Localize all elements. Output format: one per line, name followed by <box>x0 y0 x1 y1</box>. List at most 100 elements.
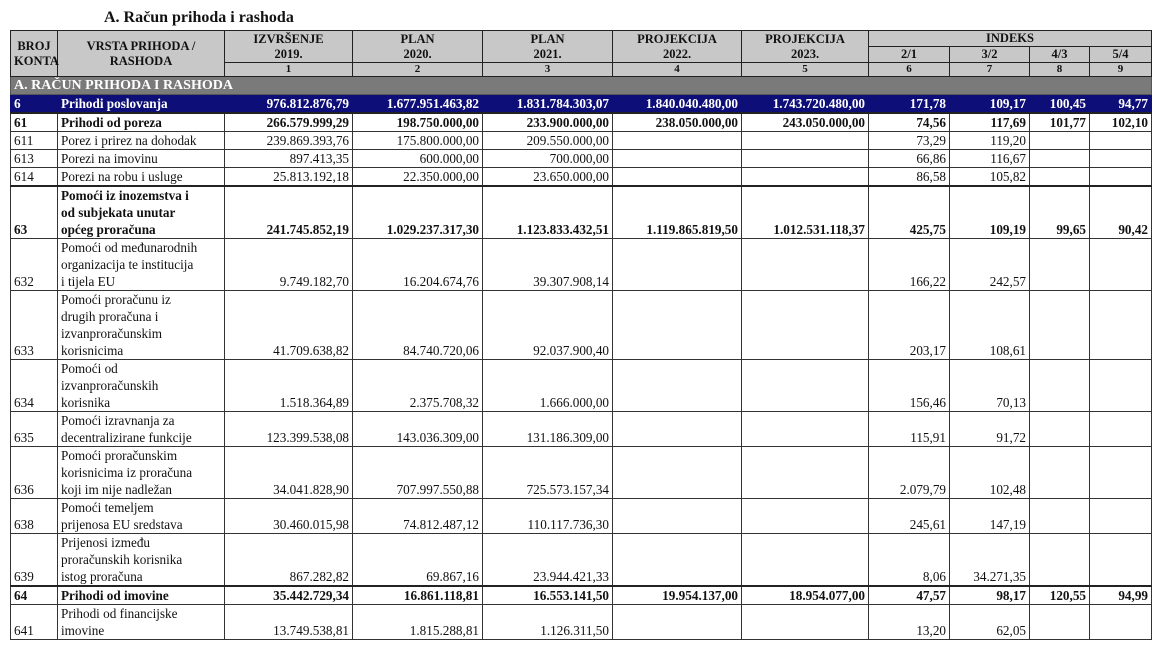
header-column-year: 2022. <box>662 46 692 61</box>
amount-cell <box>612 604 742 640</box>
index-cell: 102,48 <box>949 446 1030 499</box>
amount-cell: 92.037.900,40 <box>482 290 613 360</box>
index-cell: 62,05 <box>949 604 1030 640</box>
amount-cell <box>741 238 869 291</box>
account-number: 638 <box>10 498 58 534</box>
amount-cell: 18.954.077,00 <box>741 585 869 605</box>
index-cell <box>1089 411 1152 447</box>
index-cell <box>1029 167 1090 187</box>
header-column-number: 7 <box>949 62 1030 77</box>
index-cell <box>1089 131 1152 150</box>
index-cell: 120,55 <box>1029 585 1090 605</box>
account-number: 6 <box>10 94 58 114</box>
index-cell <box>1089 533 1152 587</box>
index-cell: 86,58 <box>868 167 950 187</box>
index-cell: 99,65 <box>1029 185 1090 239</box>
amount-cell <box>612 238 742 291</box>
header-column-label: PROJEKCIJA <box>637 31 717 46</box>
amount-cell: 16.553.141,50 <box>482 585 613 605</box>
account-number: 639 <box>10 533 58 587</box>
amount-cell: 600.000,00 <box>352 149 483 168</box>
amount-cell <box>612 131 742 150</box>
amount-cell: 1.126.311,50 <box>482 604 613 640</box>
index-cell <box>1029 446 1090 499</box>
header-column-number: 6 <box>868 62 950 77</box>
header-column-label: PROJEKCIJA <box>765 31 845 46</box>
account-number: 64 <box>10 585 58 605</box>
index-cell: 66,86 <box>868 149 950 168</box>
header-row: BROJ KONTA VRSTA PRIHODA / RASHODA IZVRŠEN… <box>10 30 1152 77</box>
header-indeks-column: 5/4 <box>1089 46 1152 63</box>
amount-cell: 1.831.784.303,07 <box>482 94 613 114</box>
index-cell: 34.271,35 <box>949 533 1030 587</box>
amount-cell <box>612 411 742 447</box>
index-cell: 13,20 <box>868 604 950 640</box>
account-number: 636 <box>10 446 58 499</box>
index-cell <box>1029 238 1090 291</box>
index-cell: 156,46 <box>868 359 950 412</box>
account-number: 641 <box>10 604 58 640</box>
amount-cell: 1.123.833.432,51 <box>482 185 613 239</box>
account-label: Pomoći iz inozemstva i od subjekata unut… <box>57 185 225 239</box>
amount-cell <box>612 533 742 587</box>
account-number: 633 <box>10 290 58 360</box>
amount-cell: 69.867,16 <box>352 533 483 587</box>
account-label: Prijenosi između proračunskih korisnika … <box>57 533 225 587</box>
account-label: Porezi na robu i usluge <box>57 167 225 187</box>
amount-cell <box>741 446 869 499</box>
header-column-number: 5 <box>741 62 869 77</box>
index-cell: 117,69 <box>949 112 1030 132</box>
header-column-number: 1 <box>224 62 353 77</box>
index-cell <box>1029 131 1090 150</box>
header-column: PROJEKCIJA 2022. <box>612 30 742 63</box>
index-cell: 73,29 <box>868 131 950 150</box>
index-cell: 102,10 <box>1089 112 1152 132</box>
amount-cell: 1.677.951.463,82 <box>352 94 483 114</box>
amount-cell <box>741 411 869 447</box>
amount-cell: 700.000,00 <box>482 149 613 168</box>
amount-cell: 897.413,35 <box>224 149 353 168</box>
header-column: PROJEKCIJA 2023. <box>741 30 869 63</box>
amount-cell: 243.050.000,00 <box>741 112 869 132</box>
index-cell: 105,82 <box>949 167 1030 187</box>
amount-cell: 1.743.720.480,00 <box>741 94 869 114</box>
index-cell: 425,75 <box>868 185 950 239</box>
amount-cell: 13.749.538,81 <box>224 604 353 640</box>
header-indeks-column: 3/2 <box>949 46 1030 63</box>
table-row: 614 Porezi na robu i usluge 25.813.192,18 2… <box>10 167 1152 187</box>
amount-cell: 19.954.137,00 <box>612 585 742 605</box>
amount-cell: 1.815.288,81 <box>352 604 483 640</box>
amount-cell: 35.442.729,34 <box>224 585 353 605</box>
header-column-label: PLAN <box>400 31 435 46</box>
budget-table: BROJ KONTA VRSTA PRIHODA / RASHODA IZVRŠEN… <box>10 30 1152 640</box>
header-column-number: 4 <box>612 62 742 77</box>
index-cell: 100,45 <box>1029 94 1090 114</box>
account-label: Porezi na imovinu <box>57 149 225 168</box>
amount-cell <box>612 446 742 499</box>
amount-cell: 707.997.550,88 <box>352 446 483 499</box>
index-cell: 94,77 <box>1089 94 1152 114</box>
amount-cell: 233.900.000,00 <box>482 112 613 132</box>
index-cell: 242,57 <box>949 238 1030 291</box>
header-vrsta: VRSTA PRIHODA / RASHODA <box>57 30 225 77</box>
amount-cell <box>612 359 742 412</box>
table-row: 633 Pomoći proračunu iz drugih proračuna … <box>10 290 1152 360</box>
amount-cell: 198.750.000,00 <box>352 112 483 132</box>
amount-cell: 725.573.157,34 <box>482 446 613 499</box>
account-number: 611 <box>10 131 58 150</box>
account-number: 613 <box>10 149 58 168</box>
header-column-year: 2019. <box>274 46 303 61</box>
header-column-number: 9 <box>1089 62 1152 77</box>
header-indeks: INDEKS <box>868 30 1152 47</box>
index-cell: 108,61 <box>949 290 1030 360</box>
amount-cell <box>741 149 869 168</box>
table-row: 6 Prihodi poslovanja 976.812.876,79 1.677.9… <box>10 94 1152 114</box>
amount-cell: 239.869.393,76 <box>224 131 353 150</box>
index-cell <box>1089 446 1152 499</box>
index-cell: 70,13 <box>949 359 1030 412</box>
amount-cell: 976.812.876,79 <box>224 94 353 114</box>
index-cell: 109,19 <box>949 185 1030 239</box>
amount-cell <box>612 149 742 168</box>
amount-cell: 1.518.364,89 <box>224 359 353 412</box>
index-cell: 109,17 <box>949 94 1030 114</box>
